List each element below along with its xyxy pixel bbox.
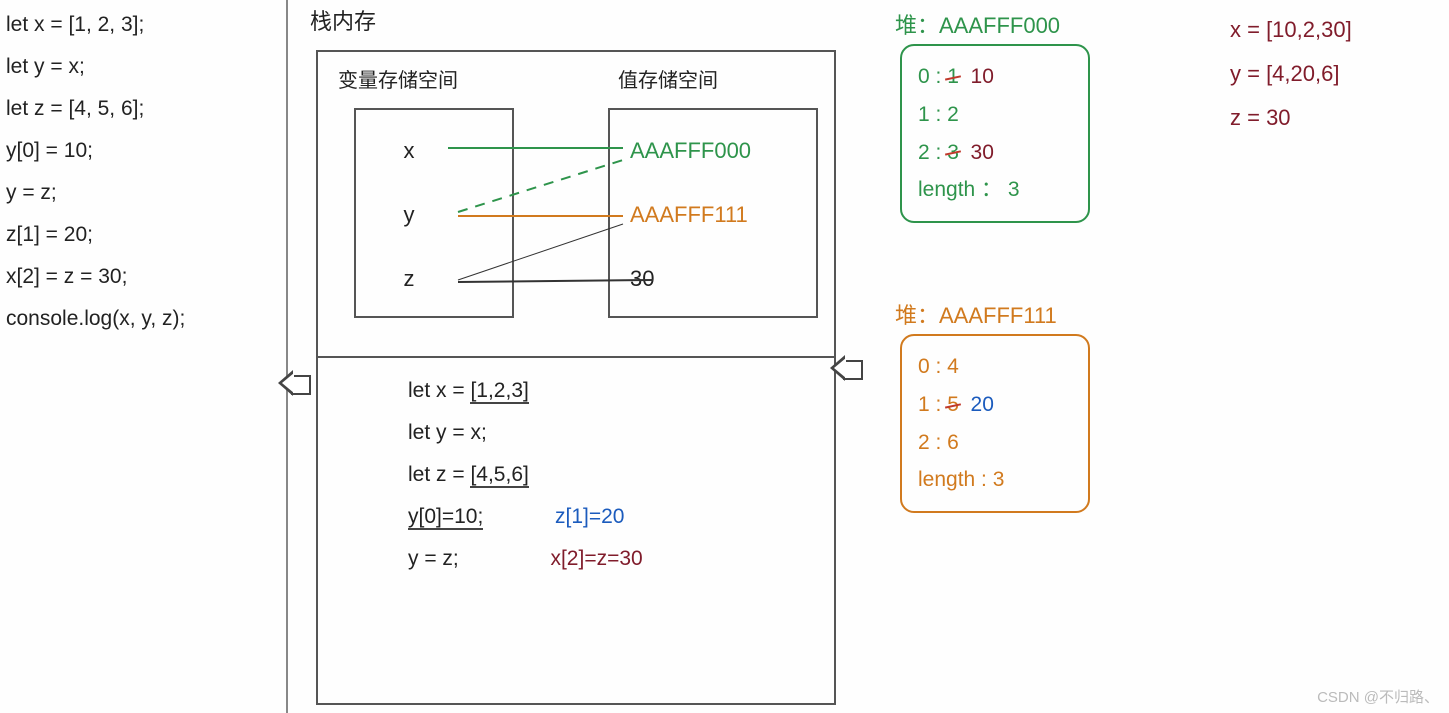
heap2-box: 0 : 4 1 : 5 20 2 : 6 length : 3 xyxy=(900,334,1090,513)
code-line: y[0] = 10; xyxy=(6,130,276,172)
code-line: x[2] = z = 30; xyxy=(6,256,276,298)
result-y: y = [4,20,6] xyxy=(1230,52,1352,96)
exec-line: let x = [1,2,3] xyxy=(408,370,643,412)
result-column: x = [10,2,30] y = [4,20,6] z = 30 xyxy=(1230,8,1352,140)
heap2-title: 堆：AAAFFF111 xyxy=(895,298,1057,330)
var-space-label: 变量存储空间 xyxy=(338,64,458,93)
source-code: let x = [1, 2, 3]; let y = x; let z = [4… xyxy=(6,4,276,340)
variable-box: x y z xyxy=(354,108,514,318)
code-line: let x = [1, 2, 3]; xyxy=(6,4,276,46)
exec-line: y[0]=10; z[1]=20 xyxy=(408,496,643,538)
heap2-row: 0 : 4 xyxy=(918,348,1072,386)
code-line: let y = x; xyxy=(6,46,276,88)
code-line: console.log(x, y, z); xyxy=(6,298,276,340)
execution-steps: let x = [1,2,3] let y = x; let z = [4,5,… xyxy=(408,370,643,580)
exec-line: let y = x; xyxy=(408,412,643,454)
val-space-label: 值存储空间 xyxy=(618,64,718,93)
heap1-box: 0 : 1 10 1 : 2 2 : 3 30 length ： 3 xyxy=(900,44,1090,223)
exec-line: y = z; x[2]=z=30 xyxy=(408,538,643,580)
heap1-row: 0 : 1 10 xyxy=(918,58,1072,96)
var-z: z xyxy=(356,266,512,292)
vertical-divider xyxy=(286,0,288,713)
heap2-row: 2 : 6 xyxy=(918,424,1072,462)
val-30: 30 xyxy=(630,266,654,292)
stack-top-area: 变量存储空间 值存储空间 x y z AAAFFF000 AAAFFF111 3… xyxy=(318,52,834,352)
heap2-row: 1 : 5 20 xyxy=(918,386,1072,424)
heap1-title: 堆：AAAFFF000 xyxy=(895,8,1060,40)
heap2-row: length : 3 xyxy=(918,461,1072,499)
var-x: x xyxy=(356,138,512,164)
heap1-row: 1 : 2 xyxy=(918,96,1072,134)
arrow-left-icon xyxy=(288,370,320,396)
stack-title: 栈内存 xyxy=(310,4,376,36)
value-box: AAAFFF000 AAAFFF111 30 xyxy=(608,108,818,318)
code-line: let z = [4, 5, 6]; xyxy=(6,88,276,130)
code-line: y = z; xyxy=(6,172,276,214)
result-x: x = [10,2,30] xyxy=(1230,8,1352,52)
heap1-row: 2 : 3 30 xyxy=(918,134,1072,172)
val-addr-a: AAAFFF000 xyxy=(630,138,751,164)
arrow-left-icon xyxy=(840,355,872,381)
stack-memory-box: 变量存储空间 值存储空间 x y z AAAFFF000 AAAFFF111 3… xyxy=(316,50,836,705)
result-z: z = 30 xyxy=(1230,96,1352,140)
watermark: CSDN @不归路、 xyxy=(1317,686,1439,707)
var-y: y xyxy=(356,202,512,228)
val-addr-b: AAAFFF111 xyxy=(630,202,748,228)
exec-line: let z = [4,5,6] xyxy=(408,454,643,496)
heap1-row: length ： 3 xyxy=(918,171,1072,209)
stack-separator xyxy=(318,356,834,358)
code-line: z[1] = 20; xyxy=(6,214,276,256)
